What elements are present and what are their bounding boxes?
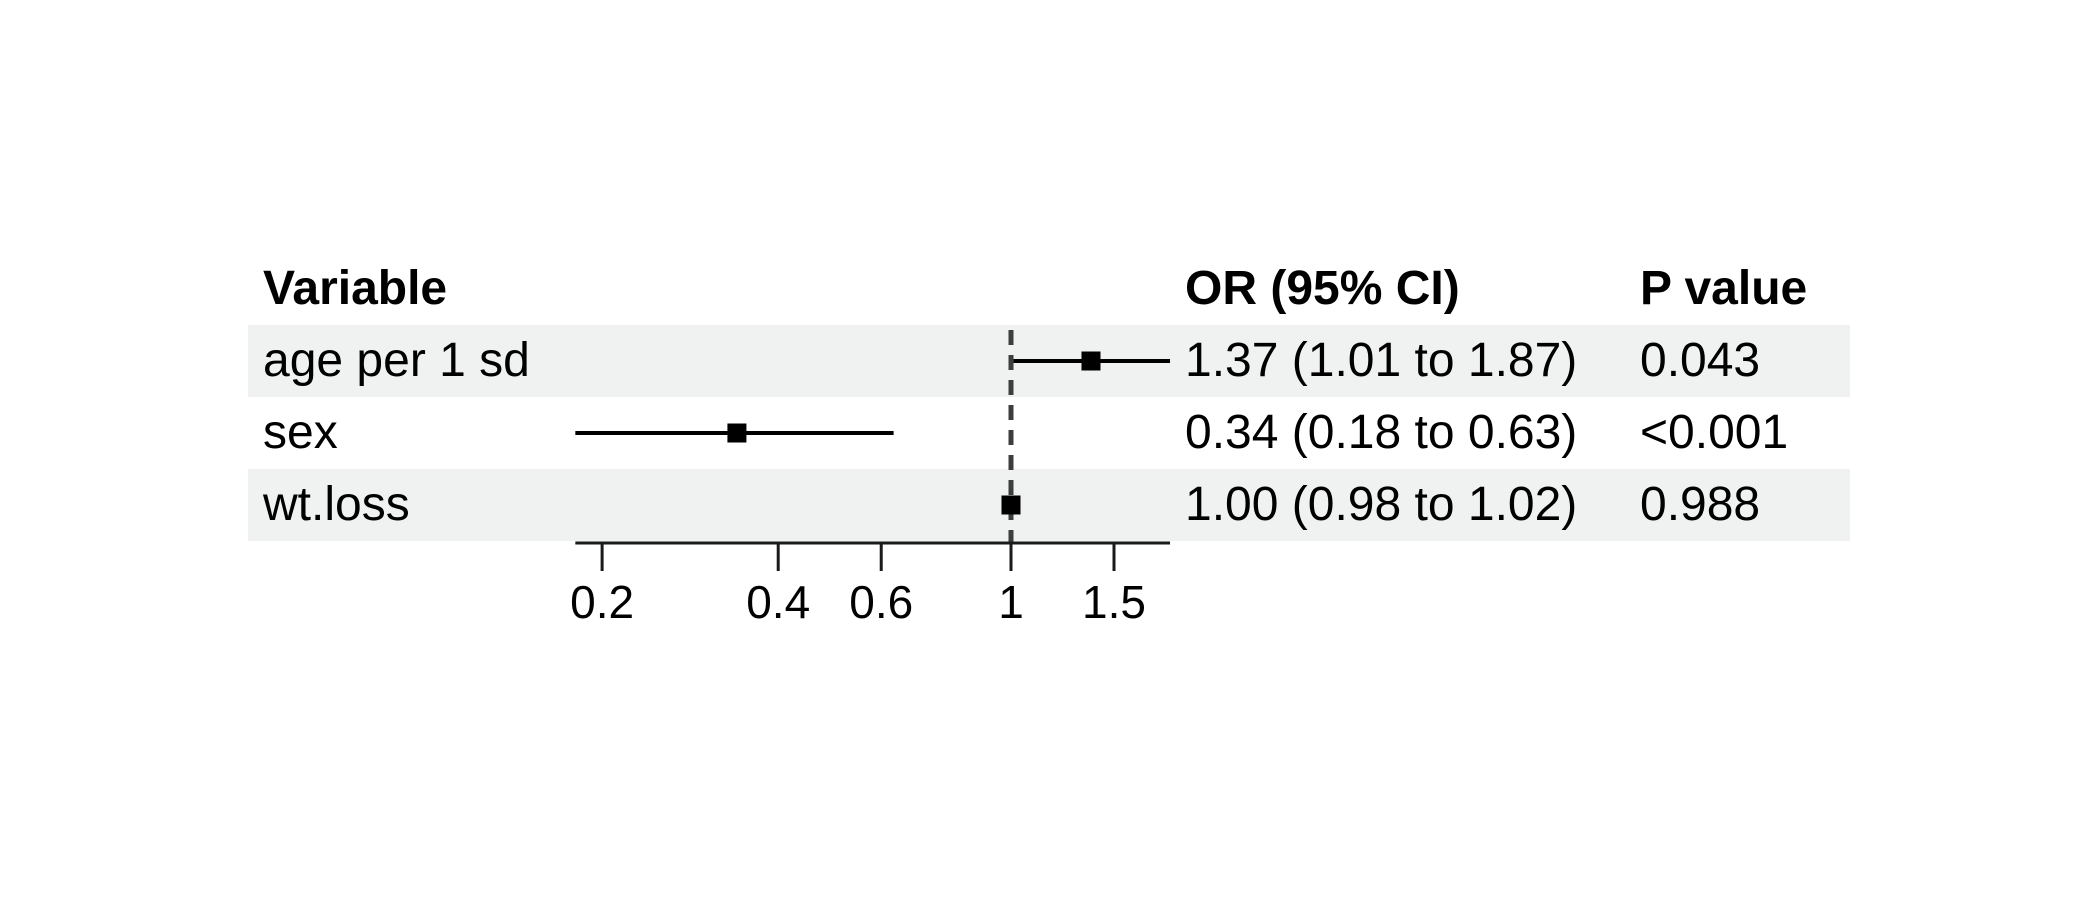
or-ci-value: 0.34 (0.18 to 0.63) xyxy=(1185,406,1578,459)
x-tick-label: 1 xyxy=(998,576,1024,628)
table-row: sex 0.34 (0.18 to 0.63) <0.001 xyxy=(248,397,1850,469)
table-row: wt.loss 1.00 (0.98 to 1.02) 0.988 xyxy=(248,469,1850,541)
x-tick-label: 0.2 xyxy=(570,576,634,628)
or-ci-value: 1.00 (0.98 to 1.02) xyxy=(1185,478,1578,531)
variable-label: wt.loss xyxy=(263,478,410,531)
x-tick-label: 1.5 xyxy=(1082,576,1146,628)
variable-label: sex xyxy=(263,406,338,459)
column-header-p-value: P value xyxy=(1640,262,1808,315)
p-value: <0.001 xyxy=(1640,406,1789,459)
x-tick-label: 0.4 xyxy=(746,576,810,628)
x-tick-label: 0.6 xyxy=(849,576,913,628)
p-value: 0.043 xyxy=(1640,334,1761,387)
column-header-variable: Variable xyxy=(263,262,448,315)
or-ci-value: 1.37 (1.01 to 1.87) xyxy=(1185,334,1578,387)
p-value: 0.988 xyxy=(1640,478,1761,531)
column-header-or-ci: OR (95% CI) xyxy=(1185,262,1460,315)
table-row: age per 1 sd 1.37 (1.01 to 1.87) 0.043 xyxy=(248,325,1850,397)
variable-label: age per 1 sd xyxy=(263,334,530,387)
table-header-row: Variable OR (95% CI) P value xyxy=(248,253,1850,325)
